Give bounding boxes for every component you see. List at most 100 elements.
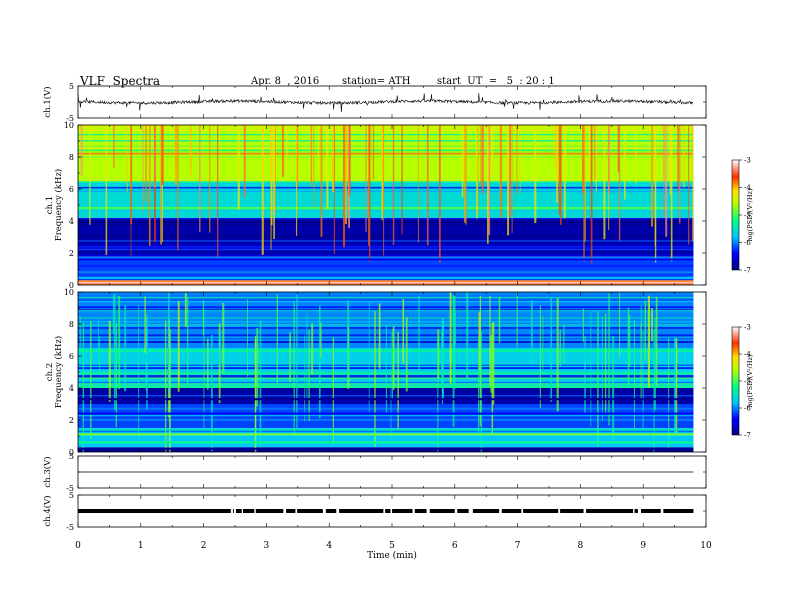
psd-streak (519, 125, 521, 194)
y-axis-label: Frequency (kHz) (53, 336, 64, 408)
psd-row (78, 389, 694, 392)
ch4-gap (558, 508, 561, 514)
y-axis-label: Frequency (kHz) (53, 169, 64, 241)
psd-row (78, 430, 694, 433)
psd-streak (333, 125, 335, 254)
psd-row (78, 152, 694, 155)
x-tick-label: 7 (515, 541, 521, 551)
psd-streak (108, 320, 111, 402)
psd-row (78, 306, 694, 309)
psd-streak (320, 125, 323, 237)
psd-streak (463, 125, 466, 223)
psd-streak (383, 125, 385, 256)
ch4-gap (521, 508, 524, 514)
psd-line (78, 412, 694, 415)
psd-streak (308, 329, 310, 421)
psd-streak (115, 322, 118, 428)
psd-streak (113, 125, 115, 168)
psd-streak (665, 125, 668, 237)
colorbar-label: log(PSD)(V²/Hz) (746, 188, 754, 241)
psd-streak (426, 125, 429, 246)
ch4-gap (633, 508, 635, 514)
psd-streak (130, 125, 133, 225)
psd-streak (318, 125, 320, 175)
psd-streak (97, 317, 99, 362)
psd-streak (118, 296, 121, 390)
x-tick-label: 9 (640, 541, 646, 551)
y-tick-label: -5 (66, 114, 74, 123)
psd-streak (669, 125, 672, 196)
psd-streak (99, 335, 100, 375)
psd-streak (651, 125, 654, 227)
psd-streak (177, 125, 179, 251)
psd-row (78, 309, 694, 311)
psd-streak (313, 125, 315, 208)
psd-streak (207, 338, 209, 390)
ch4-gap (390, 508, 393, 514)
psd-line (78, 258, 694, 261)
psd-row (78, 248, 694, 251)
psd-streak (418, 296, 420, 371)
station-label: station= ATH (342, 76, 411, 87)
psd-streak (270, 125, 273, 226)
psd-streak (161, 125, 164, 185)
psd-streak (142, 125, 144, 214)
psd-streak (243, 125, 246, 198)
psd-row (78, 257, 694, 260)
psd-streak (148, 125, 151, 246)
y-tick-label: 8 (69, 320, 74, 329)
psd-row (78, 133, 694, 136)
ch4-gap (412, 508, 415, 514)
psd-line (78, 271, 694, 274)
psd-streak (582, 125, 584, 194)
psd-streak (654, 125, 656, 246)
y-tick-label: -5 (66, 523, 74, 532)
psd-line (78, 276, 694, 279)
psd-row (78, 156, 694, 158)
psd-streak (189, 125, 192, 176)
psd-row (78, 349, 694, 352)
y-axis-label: ch.1(V) (42, 86, 53, 117)
psd-streak (165, 320, 167, 452)
psd-row (78, 125, 694, 128)
psd-streak (479, 295, 481, 427)
psd-streak (276, 294, 278, 384)
psd-streak (296, 125, 299, 187)
psd-streak (256, 327, 259, 407)
y-tick-label: 6 (69, 185, 74, 194)
psd-row (78, 419, 694, 421)
psd-streak (534, 125, 537, 224)
psd-streak (663, 125, 665, 218)
psd-streak (438, 125, 441, 263)
y-axis-label: ch.2 (45, 363, 55, 381)
psd-streak (465, 125, 467, 225)
psd-streak (554, 125, 556, 167)
psd-streak (692, 125, 694, 242)
x-tick-label: 0 (75, 541, 81, 551)
ch4-gap (241, 508, 244, 514)
psd-row (78, 336, 694, 338)
psd-streak (378, 303, 381, 369)
psd-streak (237, 125, 240, 210)
ch4-gap (637, 508, 642, 514)
psd-streak (347, 300, 350, 380)
ch4-gap (454, 508, 458, 514)
psd-streak (607, 125, 610, 194)
psd-streak (624, 125, 626, 200)
psd-streak (507, 125, 510, 236)
psd-streak (368, 302, 370, 413)
psd-streak (368, 125, 371, 263)
colorbar-ch2 (731, 326, 740, 436)
colorbar-tick-label: -3 (744, 157, 751, 165)
psd-row (78, 364, 694, 366)
psd-row (78, 209, 694, 212)
psd-streak (635, 125, 637, 184)
ch4-gap (469, 508, 473, 514)
psd-streak (490, 335, 493, 393)
psd-streak (177, 301, 180, 392)
psd-streak (550, 298, 553, 402)
colorbar-tick-label: -7 (744, 267, 751, 275)
psd-streak (597, 311, 599, 447)
x-tick-label: 1 (138, 541, 144, 551)
start-time-label: start UT = 5 : 20 : 1 (437, 76, 555, 87)
